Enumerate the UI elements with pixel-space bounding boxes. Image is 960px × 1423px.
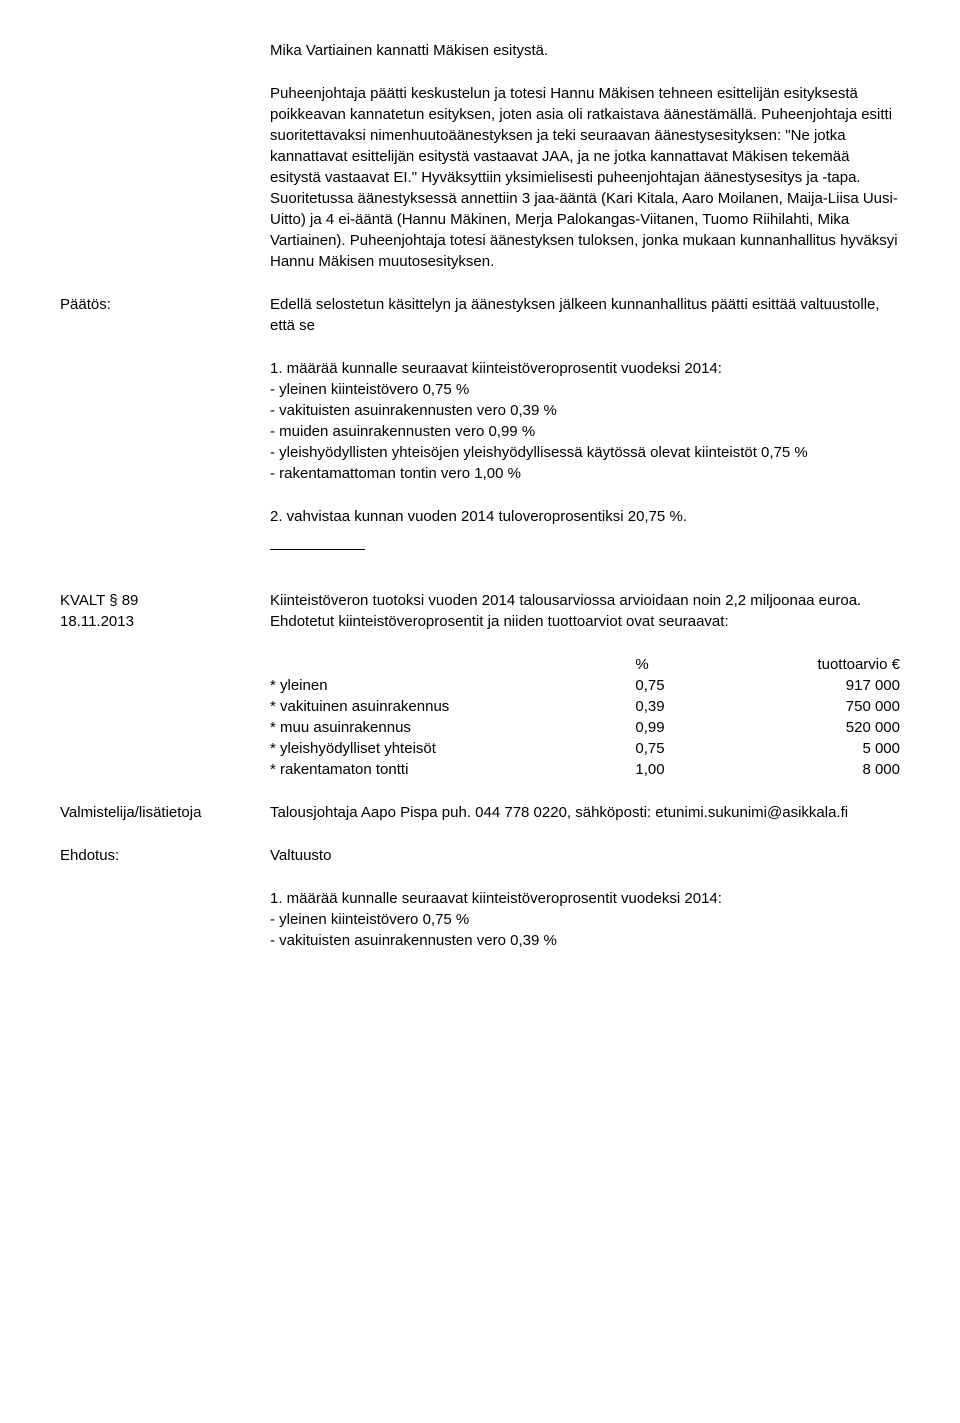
revenue-row: * yleishyödylliset yhteisöt 0,75 5 000 (270, 738, 900, 759)
revenue-pct: 1,00 (635, 759, 748, 780)
paatos-content: Edellä selostetun käsittelyn ja äänestyk… (270, 294, 900, 568)
revenue-header-row: % tuottoarvio € (270, 654, 900, 675)
paatos-row: Päätös: Edellä selostetun käsittelyn ja … (60, 294, 900, 568)
revenue-header-pct: % (635, 654, 748, 675)
intro-block: Mika Vartiainen kannatti Mäkisen esityst… (270, 40, 900, 272)
revenue-pct: 0,39 (635, 696, 748, 717)
valmistelija-content: Talousjohtaja Aapo Pispa puh. 044 778 02… (270, 802, 900, 823)
revenue-pct: 0,75 (635, 675, 748, 696)
revenue-name: * rakentamaton tontti (270, 759, 635, 780)
ehdotus-row: Ehdotus: Valtuusto 1. määrää kunnalle se… (60, 845, 900, 951)
intro-para1: Puheenjohtaja päätti keskustelun ja tote… (270, 83, 900, 272)
revenue-name: * yleishyödylliset yhteisöt (270, 738, 635, 759)
kvalt-content: Kiinteistöveron tuotoksi vuoden 2014 tal… (270, 590, 900, 780)
ehdotus-item1-line: - yleinen kiinteistövero 0,75 % (270, 909, 900, 930)
revenue-header-rev: tuottoarvio € (749, 654, 900, 675)
valmistelija-text: Talousjohtaja Aapo Pispa puh. 044 778 02… (270, 802, 900, 823)
revenue-row: * yleinen 0,75 917 000 (270, 675, 900, 696)
paatos-item1-line: - yleishyödyllisten yhteisöjen yleishyöd… (270, 442, 900, 463)
kvalt-label-2: 18.11.2013 (60, 611, 270, 632)
ehdotus-label: Ehdotus: (60, 845, 270, 866)
paatos-item2: 2. vahvistaa kunnan vuoden 2014 tulovero… (270, 506, 900, 527)
divider (270, 549, 365, 550)
valmistelija-row: Valmistelija/lisätietoja Talousjohtaja A… (60, 802, 900, 823)
revenue-rev: 917 000 (749, 675, 900, 696)
paatos-item1-line: - vakituisten asuinrakennusten vero 0,39… (270, 400, 900, 421)
revenue-pct: 0,99 (635, 717, 748, 738)
kvalt-row: KVALT § 89 18.11.2013 Kiinteistöveron tu… (60, 590, 900, 780)
valmistelija-label: Valmistelija/lisätietoja (60, 802, 270, 823)
revenue-name: * muu asuinrakennus (270, 717, 635, 738)
paatos-item1: 1. määrää kunnalle seuraavat kiinteistöv… (270, 358, 900, 484)
ehdotus-content: Valtuusto 1. määrää kunnalle seuraavat k… (270, 845, 900, 951)
intro-line1: Mika Vartiainen kannatti Mäkisen esityst… (270, 40, 900, 61)
revenue-row: * vakituinen asuinrakennus 0,39 750 000 (270, 696, 900, 717)
ehdotus-item1: 1. määrää kunnalle seuraavat kiinteistöv… (270, 888, 900, 951)
revenue-name: * vakituinen asuinrakennus (270, 696, 635, 717)
paatos-lead: Edellä selostetun käsittelyn ja äänestyk… (270, 294, 900, 336)
paatos-item1-line: - muiden asuinrakennusten vero 0,99 % (270, 421, 900, 442)
revenue-pct: 0,75 (635, 738, 748, 759)
paatos-item1-head: 1. määrää kunnalle seuraavat kiinteistöv… (270, 358, 900, 379)
paatos-label: Päätös: (60, 294, 270, 315)
kvalt-label-1: KVALT § 89 (60, 590, 270, 611)
revenue-rev: 8 000 (749, 759, 900, 780)
kvalt-para: Kiinteistöveron tuotoksi vuoden 2014 tal… (270, 590, 900, 632)
ehdotus-item1-head: 1. määrää kunnalle seuraavat kiinteistöv… (270, 888, 900, 909)
revenue-table: % tuottoarvio € * yleinen 0,75 917 000 *… (270, 654, 900, 780)
kvalt-label: KVALT § 89 18.11.2013 (60, 590, 270, 632)
revenue-rev: 5 000 (749, 738, 900, 759)
ehdotus-heading: Valtuusto (270, 845, 900, 866)
revenue-row: * muu asuinrakennus 0,99 520 000 (270, 717, 900, 738)
revenue-rev: 750 000 (749, 696, 900, 717)
revenue-name: * yleinen (270, 675, 635, 696)
revenue-row: * rakentamaton tontti 1,00 8 000 (270, 759, 900, 780)
revenue-rev: 520 000 (749, 717, 900, 738)
paatos-item1-line: - rakentamattoman tontin vero 1,00 % (270, 463, 900, 484)
ehdotus-item1-line: - vakituisten asuinrakennusten vero 0,39… (270, 930, 900, 951)
paatos-item1-line: - yleinen kiinteistövero 0,75 % (270, 379, 900, 400)
